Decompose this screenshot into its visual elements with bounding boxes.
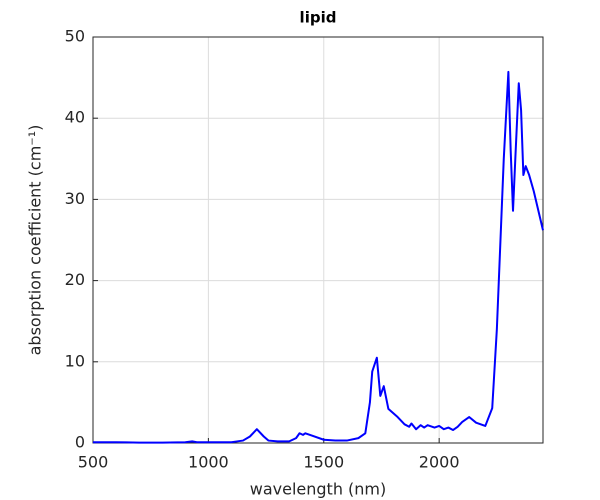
y-tick-label: 10 bbox=[65, 351, 85, 370]
data-line bbox=[93, 70, 544, 444]
y-tick-label: 20 bbox=[65, 270, 85, 289]
y-tick-label: 30 bbox=[65, 189, 85, 208]
x-tick-label: 500 bbox=[78, 453, 109, 472]
plot-frame bbox=[92, 36, 544, 444]
y-tick-label: 50 bbox=[65, 27, 85, 46]
y-tick-label: 0 bbox=[75, 433, 85, 452]
chart-title: lipid bbox=[300, 9, 337, 27]
y-axis-label: absorption coefficient (cm⁻¹) bbox=[26, 125, 45, 356]
x-tick-label: 1000 bbox=[188, 453, 229, 472]
y-tick-label: 40 bbox=[65, 108, 85, 127]
x-tick-label: 2000 bbox=[419, 453, 460, 472]
x-axis-label: wavelength (nm) bbox=[250, 480, 387, 499]
x-tick-label: 1500 bbox=[303, 453, 344, 472]
